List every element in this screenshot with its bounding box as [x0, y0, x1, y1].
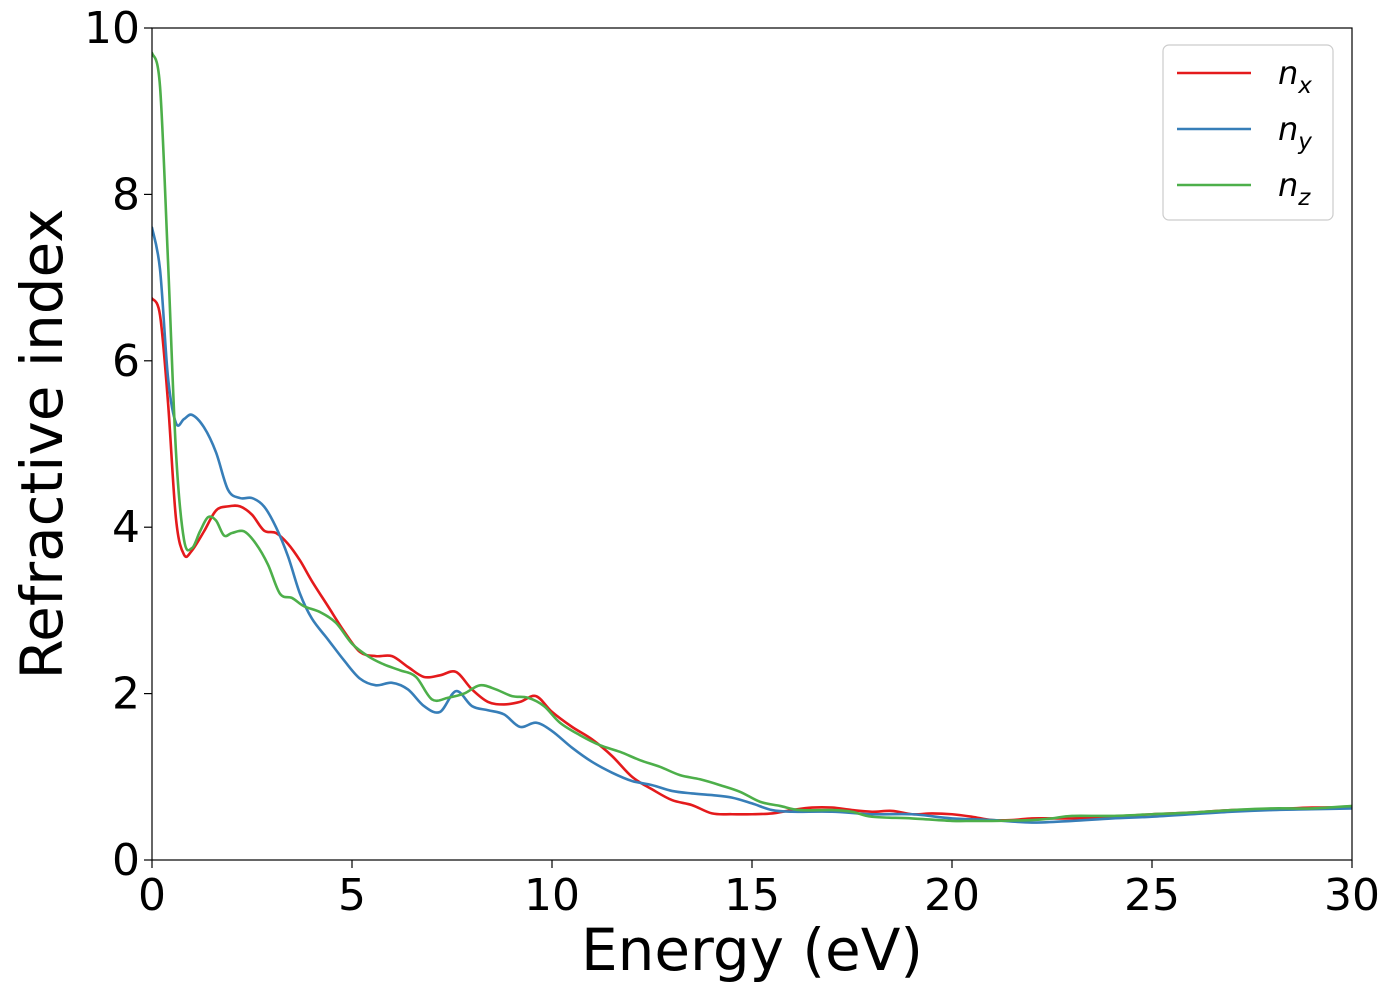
- series-line-ny: [152, 226, 1352, 824]
- y-axis-ticks: 0 2 4 6 8 10: [84, 3, 152, 886]
- y-tick-label: 8: [112, 169, 140, 220]
- legend-label-nx: nx: [1278, 54, 1312, 99]
- x-tick-label: 5: [338, 870, 366, 921]
- x-tick-label: 0: [138, 870, 166, 921]
- y-tick-label: 10: [84, 3, 140, 54]
- legend-label-ny: ny: [1278, 110, 1312, 155]
- y-tick-label: 6: [112, 336, 140, 387]
- series-layer: [152, 51, 1352, 824]
- legend-label-nz: nz: [1278, 166, 1311, 211]
- x-tick-label: 30: [1324, 870, 1380, 921]
- plot-area: [152, 28, 1352, 860]
- y-tick-label: 4: [112, 502, 140, 553]
- x-axis-ticks: 0 5 10 15 20 25 30: [138, 860, 1380, 921]
- y-tick-label: 0: [112, 835, 140, 886]
- y-axis-title: Refractive index: [8, 208, 76, 679]
- series-line-nz: [152, 51, 1352, 823]
- x-tick-label: 10: [524, 870, 580, 921]
- legend-label-base: n: [1278, 166, 1298, 204]
- x-axis-title: Energy (eV): [581, 916, 923, 984]
- legend-label-subscript: x: [1297, 73, 1312, 99]
- legend-label-base: n: [1278, 110, 1298, 148]
- legend-box: [1162, 44, 1334, 221]
- x-tick-label: 15: [724, 870, 780, 921]
- y-tick-label: 2: [112, 669, 140, 720]
- x-tick-label: 25: [1124, 870, 1180, 921]
- x-tick-label: 20: [924, 870, 980, 921]
- legend-label-subscript: z: [1297, 185, 1311, 211]
- legend-label-base: n: [1278, 54, 1298, 92]
- legend-label-subscript: y: [1297, 129, 1312, 155]
